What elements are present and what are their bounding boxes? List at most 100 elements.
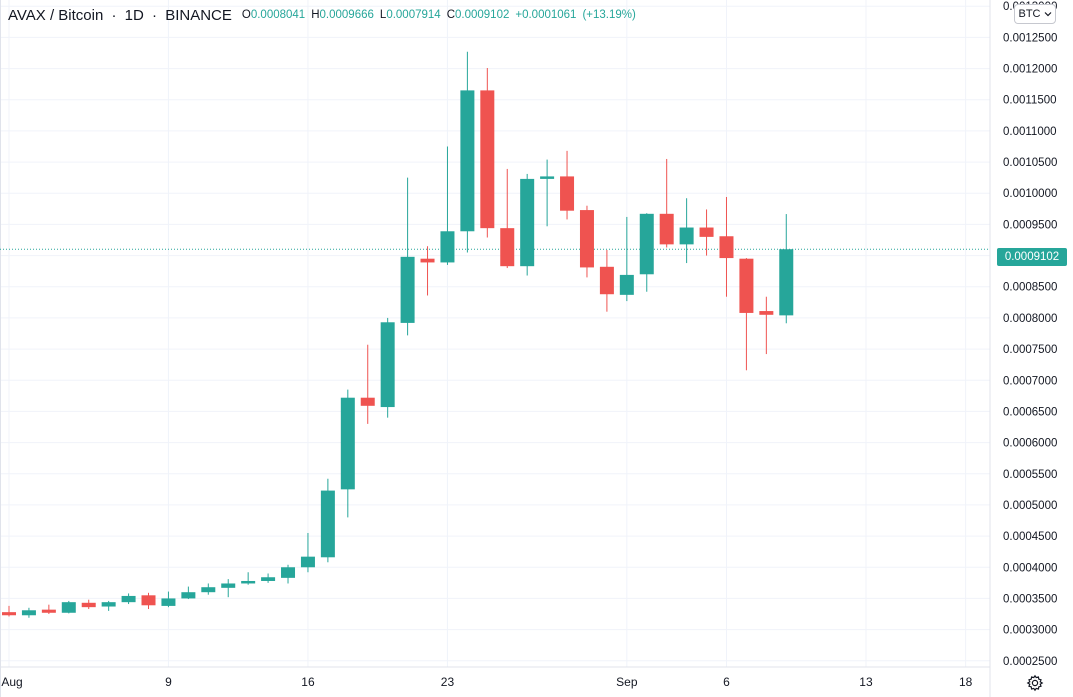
price-tick-label: 0.0010000 xyxy=(1003,188,1057,200)
low-value: 0.0007914 xyxy=(386,9,441,21)
candle-body xyxy=(619,274,634,295)
candle-up xyxy=(460,51,475,253)
price-tick-label: 0.0006500 xyxy=(1003,406,1057,418)
price-tick-label: 0.0005000 xyxy=(1003,500,1057,512)
candle-body xyxy=(141,595,156,606)
candle-body xyxy=(241,580,256,584)
candle-up xyxy=(201,583,216,595)
candle-body xyxy=(400,256,415,323)
candle-up xyxy=(241,572,256,585)
candle-up xyxy=(161,591,176,608)
candle-body xyxy=(201,587,216,593)
candle-up xyxy=(181,586,196,600)
candle-body xyxy=(340,397,355,490)
time-tick-label: 18 xyxy=(959,675,973,689)
candle-body xyxy=(281,567,296,578)
open-value: 0.0008041 xyxy=(250,9,306,21)
symbol-name: AVAX / Bitcoin xyxy=(8,6,104,24)
time-axis[interactable]: Aug 9 16 23 Sep 6 13 18 xyxy=(1,675,972,689)
candle-down xyxy=(2,605,16,617)
time-tick-label: 16 xyxy=(301,675,315,689)
currency-label: BTC xyxy=(1018,8,1041,20)
candle-body xyxy=(81,602,96,608)
candle-body xyxy=(579,210,594,268)
candle-body xyxy=(679,227,694,245)
candle-up xyxy=(400,177,415,336)
candle-body xyxy=(261,577,276,581)
candle-body xyxy=(520,178,535,267)
chevron-down-icon xyxy=(1044,12,1051,17)
candle-body xyxy=(599,266,614,295)
candle-up xyxy=(121,593,136,605)
candle-down xyxy=(719,196,734,297)
candle-down xyxy=(360,344,375,424)
candle-body xyxy=(221,583,236,588)
candle-down xyxy=(599,249,614,312)
price-tick-label: 0.0008000 xyxy=(1003,313,1057,325)
high-value: 0.0009666 xyxy=(319,9,374,21)
candle-up xyxy=(300,532,315,573)
candle-up xyxy=(679,198,694,264)
price-tick-label: 0.0003500 xyxy=(1003,593,1057,605)
time-tick-label: 13 xyxy=(859,675,873,689)
price-tick-label: 0.0003000 xyxy=(1003,625,1057,637)
price-tick-label: 0.0007500 xyxy=(1003,344,1057,356)
settings-button[interactable] xyxy=(1024,673,1046,693)
candle-up xyxy=(320,478,335,563)
chart-legend: AVAX / Bitcoin · 1D · BINANCE O0.0008041… xyxy=(8,5,636,25)
candle-up xyxy=(440,146,455,265)
price-tick-label: 0.0004000 xyxy=(1003,562,1057,574)
candle-up xyxy=(101,600,116,611)
last-price-label: 0.0009102 xyxy=(997,248,1067,266)
candle-body xyxy=(380,322,395,408)
candle-body xyxy=(540,176,555,179)
price-tick-label: 0.0006000 xyxy=(1003,438,1057,450)
candle-body xyxy=(420,258,435,263)
candle-body xyxy=(779,249,794,316)
candle-down xyxy=(659,158,674,248)
candles xyxy=(2,51,794,618)
currency-button[interactable]: BTC xyxy=(1014,4,1056,24)
symbol-interval: 1D xyxy=(124,6,144,24)
candle-body xyxy=(440,231,455,263)
price-axis[interactable]: 0.0002500 0.0003000 0.0003500 0.0004000 0.00… xyxy=(1003,1,1057,668)
candle-body xyxy=(61,602,76,613)
candle-up xyxy=(340,389,355,518)
candle-down xyxy=(81,599,96,610)
price-tick-label: 0.0012000 xyxy=(1003,64,1057,76)
time-tick-label: 23 xyxy=(441,675,455,689)
ohlc-values: O0.0008041 H0.0009666 L0.0007914 C0.0009… xyxy=(242,9,636,21)
candle-up xyxy=(281,564,296,584)
time-tick-label: 6 xyxy=(723,675,730,689)
candle-down xyxy=(699,209,714,256)
high-key: H xyxy=(311,9,320,21)
candle-down xyxy=(739,258,754,371)
candle-body xyxy=(659,213,674,245)
candle-up xyxy=(61,600,76,614)
price-tick-label: 0.0007000 xyxy=(1003,375,1057,387)
price-tick-label: 0.0012500 xyxy=(1003,32,1057,44)
time-tick-label: Aug xyxy=(1,675,22,689)
change-percent: (+13.19%) xyxy=(582,9,636,21)
last-price-value: 0.0009102 xyxy=(1004,251,1060,263)
time-tick-label: Sep xyxy=(616,675,638,689)
candle-up xyxy=(639,213,654,292)
candle-body xyxy=(300,556,315,568)
candle-down xyxy=(560,150,575,220)
candle-body xyxy=(41,609,56,613)
price-tick-label: 0.0008500 xyxy=(1003,282,1057,294)
candle-body xyxy=(121,595,136,603)
open-key: O xyxy=(241,9,251,21)
close-key: C xyxy=(446,9,455,21)
candle-down xyxy=(579,205,594,278)
price-tick-label: 0.0009500 xyxy=(1003,219,1057,231)
candle-up xyxy=(540,159,555,227)
candle-up xyxy=(619,216,634,302)
candle-up xyxy=(779,214,794,324)
legend-symbol[interactable]: AVAX / Bitcoin · 1D · BINANCE xyxy=(8,6,232,24)
price-tick-label: 0.0010500 xyxy=(1003,157,1057,169)
candle-up xyxy=(21,607,36,618)
gear-icon xyxy=(1026,674,1044,692)
low-key: L xyxy=(379,9,387,21)
